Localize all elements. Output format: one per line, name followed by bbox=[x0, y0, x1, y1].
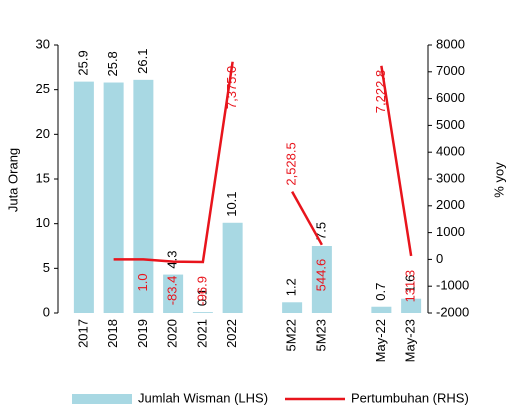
bar bbox=[133, 79, 154, 313]
line-series bbox=[113, 61, 234, 264]
y2-tick-label: -2000 bbox=[436, 304, 469, 319]
line-value-label: 7,222.8 bbox=[373, 70, 388, 113]
legend-swatch bbox=[72, 394, 132, 404]
bar bbox=[282, 302, 303, 313]
y-tick-label: 30 bbox=[36, 36, 50, 51]
y2-tick-label: 8000 bbox=[436, 36, 465, 51]
line-value-label: 7,375.0 bbox=[224, 66, 239, 109]
y-tick-label: 0 bbox=[43, 304, 50, 319]
legend-label: Jumlah Wisman (LHS) bbox=[138, 390, 268, 405]
line-value-label: 544.6 bbox=[313, 259, 328, 292]
y-tick-label: 10 bbox=[36, 215, 50, 230]
line-value-label: -96.9 bbox=[194, 276, 209, 306]
y2-tick-label: 1000 bbox=[436, 224, 465, 239]
line-value-label: 1.0 bbox=[135, 273, 150, 291]
y2-tick-label: 0 bbox=[436, 251, 443, 266]
x-tick-label: 2022 bbox=[224, 319, 239, 348]
bar bbox=[103, 82, 124, 314]
x-tick-label: 5M23 bbox=[313, 319, 328, 352]
y2-tick-label: 4000 bbox=[436, 144, 465, 159]
x-tick-label: 2019 bbox=[135, 319, 150, 348]
x-tick-label: 2021 bbox=[194, 319, 209, 348]
bar-value-label: 1.6 bbox=[403, 275, 418, 293]
line-series bbox=[291, 191, 323, 246]
y2-tick-label: 2000 bbox=[436, 197, 465, 212]
bar bbox=[311, 246, 332, 313]
line-value-label: -83.4 bbox=[165, 276, 180, 306]
bar-value-label: 4.3 bbox=[165, 251, 180, 269]
y2-tick-label: 6000 bbox=[436, 90, 465, 105]
bar bbox=[371, 306, 392, 313]
y2-tick-label: 3000 bbox=[436, 170, 465, 185]
bar bbox=[222, 222, 243, 313]
y-tick-label: 5 bbox=[43, 260, 50, 275]
bar-value-label: 0.7 bbox=[373, 283, 388, 301]
bar bbox=[192, 312, 213, 313]
bar-value-label: 7.5 bbox=[313, 222, 328, 240]
line-series bbox=[380, 65, 413, 257]
y-tick-label: 25 bbox=[36, 81, 50, 96]
bar bbox=[73, 81, 94, 313]
y2-tick-label: 7000 bbox=[436, 63, 465, 78]
x-tick-label: 2017 bbox=[75, 319, 90, 348]
y-tick-label: 20 bbox=[36, 126, 50, 141]
x-tick-label: 5M22 bbox=[284, 319, 299, 352]
bar bbox=[401, 298, 422, 313]
x-tick-label: 2020 bbox=[165, 319, 180, 348]
y-tick-label: 15 bbox=[36, 170, 50, 185]
bar-value-label: 0.1 bbox=[194, 288, 209, 306]
line-value-label: 2,528.5 bbox=[284, 142, 299, 185]
bar-value-label: 10.1 bbox=[224, 191, 239, 216]
bar-value-label: 1.2 bbox=[284, 278, 299, 296]
y2-axis-label: % yoy bbox=[491, 162, 506, 198]
line-value-label: 131.3 bbox=[403, 270, 418, 303]
x-tick-label: May-23 bbox=[403, 319, 418, 362]
bar-value-label: 25.9 bbox=[75, 50, 90, 75]
y2-tick-label: 5000 bbox=[436, 117, 465, 132]
legend-label: Pertumbuhan (RHS) bbox=[351, 390, 469, 405]
bar bbox=[163, 274, 184, 313]
y2-tick-label: -1000 bbox=[436, 278, 469, 293]
bar-value-label: 25.8 bbox=[105, 51, 120, 76]
y-axis-label: Juta Orang bbox=[5, 148, 20, 212]
x-tick-label: 2018 bbox=[105, 319, 120, 348]
x-tick-label: May-22 bbox=[373, 319, 388, 362]
bar-value-label: 26.1 bbox=[135, 49, 150, 74]
